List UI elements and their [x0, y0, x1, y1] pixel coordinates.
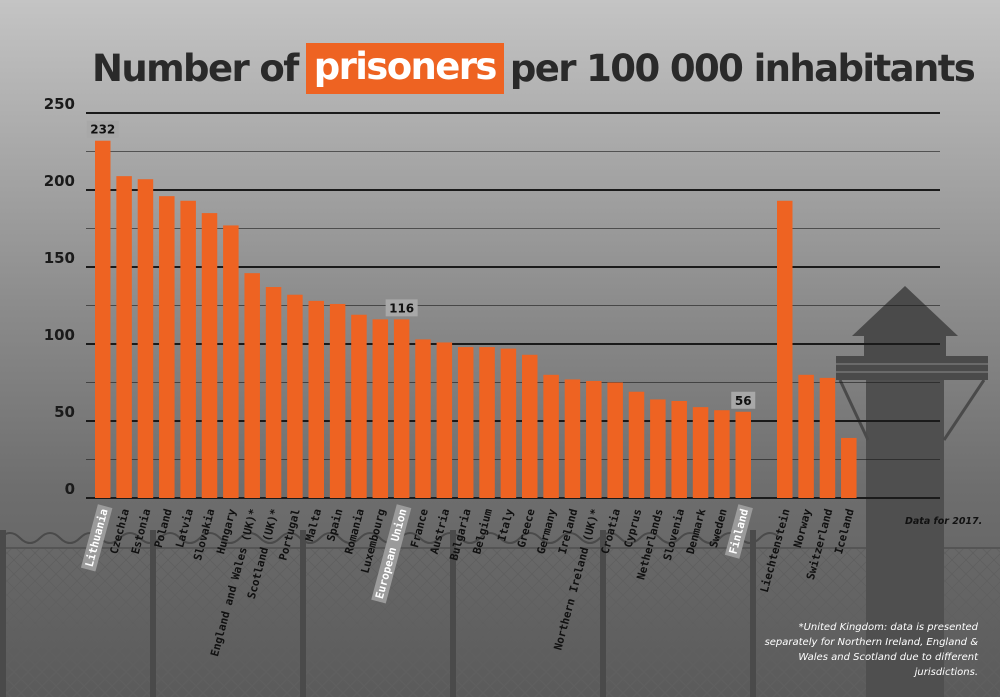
- bar-portugal: [287, 294, 303, 498]
- bar-cyprus: [628, 391, 645, 498]
- x-label-highlight: [371, 504, 412, 604]
- value-label-bg: [731, 391, 756, 409]
- bar-norway: [798, 374, 814, 498]
- prison-fence-illustration: [0, 286, 1000, 697]
- fence-post-group: [0, 530, 756, 697]
- bars: [95, 140, 857, 499]
- data-year-note: Data for 2017.: [905, 516, 983, 527]
- x-tick-label: Italy: [495, 507, 516, 543]
- bar-greece: [522, 354, 538, 498]
- y-tick-label: 250: [44, 95, 75, 113]
- bar-romania: [351, 314, 367, 498]
- x-label-sweden: Sweden: [707, 507, 730, 549]
- bar-croatia: [607, 382, 623, 498]
- bar-denmark: [692, 407, 709, 498]
- footnote: *United Kingdom: data is presented separ…: [764, 622, 978, 678]
- x-tick-label: Sweden: [707, 507, 730, 549]
- x-tick-label: Greece: [515, 507, 538, 549]
- value-labels: 232 116 56: [86, 120, 756, 409]
- title-highlight: prisoners: [305, 42, 504, 94]
- bar-latvia: [180, 200, 196, 498]
- bar-sweden: [714, 410, 730, 498]
- y-tick-label: 0: [65, 480, 75, 498]
- bar-netherlands: [650, 399, 666, 498]
- bar-belgium: [479, 347, 495, 498]
- bar-european-union: [393, 319, 410, 498]
- bar-ireland: [564, 379, 581, 498]
- watchtower-illustration: [836, 286, 988, 697]
- value-label-european-union: 116: [389, 301, 414, 315]
- x-label-highlight: [80, 504, 113, 572]
- x-tick-label: Norway: [791, 507, 814, 549]
- x-label-spain: Spain: [324, 507, 345, 542]
- y-tick-label: 100: [44, 326, 75, 344]
- bar-lithuania: [95, 140, 111, 498]
- x-label-poland: Poland: [152, 507, 175, 549]
- bar-slovenia: [671, 400, 687, 498]
- bar-estonia: [137, 179, 154, 498]
- bar-luxembourg: [372, 319, 389, 498]
- value-label-lithuania: 232: [90, 123, 115, 137]
- bar-germany: [543, 374, 559, 498]
- bar-austria: [436, 342, 453, 498]
- chart-title: Number of prisoners per 100 000 inhabita…: [92, 36, 976, 100]
- x-label-highlight: [724, 504, 753, 559]
- x-tick-label: Spain: [324, 507, 345, 542]
- value-label-bg: [86, 120, 119, 138]
- bar-poland: [159, 196, 175, 498]
- bar-switzerland: [819, 377, 836, 498]
- bar-liechtenstein: [777, 200, 793, 498]
- bar-czechia: [116, 176, 132, 498]
- y-axis: 0 50 100 150 200 250: [44, 95, 75, 498]
- bar-northern-ireland-uk: [586, 380, 602, 498]
- y-tick-label: 200: [44, 172, 75, 190]
- bar-hungary: [223, 225, 239, 499]
- bar-bulgaria: [457, 347, 474, 498]
- x-tick-label: Cyprus: [622, 507, 645, 549]
- title-text-before: Number of: [92, 46, 299, 90]
- x-label-cyprus: Cyprus: [622, 507, 645, 549]
- title-text-after: per 100 000 inhabitants: [509, 46, 976, 90]
- bar-iceland: [841, 437, 857, 498]
- bar-italy: [500, 348, 517, 498]
- y-tick-label: 50: [54, 403, 75, 421]
- x-tick-label: Poland: [152, 507, 175, 549]
- bar-malta: [308, 300, 324, 498]
- bar-finland: [735, 411, 751, 498]
- value-label-finland: 56: [735, 394, 752, 408]
- bar-england-and-wales-uk: [244, 273, 260, 498]
- bar-spain: [329, 303, 346, 498]
- bar-scotland-uk: [265, 287, 282, 498]
- y-tick-label: 150: [44, 249, 75, 267]
- x-label-norway: Norway: [791, 507, 814, 549]
- value-label-bg: [385, 299, 418, 317]
- bar-slovakia: [201, 213, 218, 498]
- bar-france: [415, 339, 431, 498]
- x-label-greece: Greece: [515, 507, 538, 549]
- x-label-italy: Italy: [495, 507, 516, 543]
